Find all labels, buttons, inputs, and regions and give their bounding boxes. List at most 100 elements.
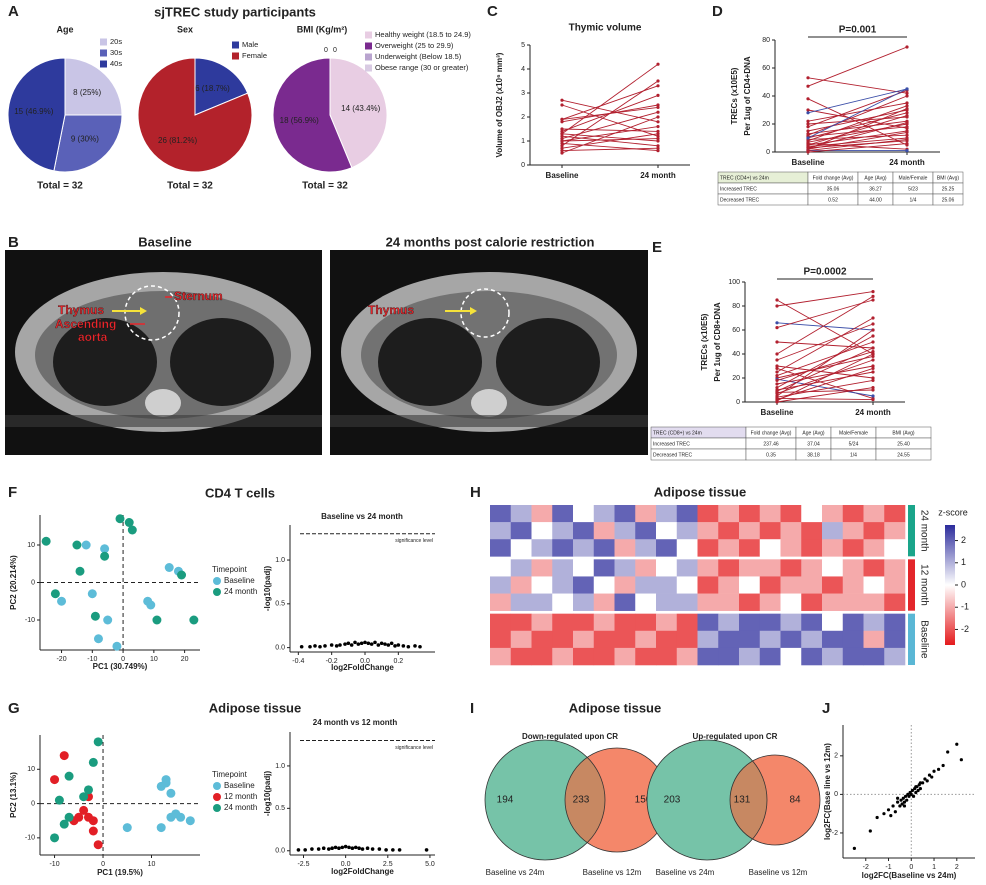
point (343, 844, 348, 849)
table-text: 0.52 (828, 197, 838, 203)
heatmap-cell (822, 613, 844, 632)
heatmap-cell (822, 630, 844, 649)
subject-point (560, 103, 564, 107)
point (323, 644, 327, 648)
point (365, 846, 370, 851)
subject-point (775, 386, 779, 390)
set-label: Baseline vs 12m (583, 868, 642, 877)
y-axis-label: Per 1ug of CD8+DNA (713, 302, 722, 382)
subject-point (775, 370, 779, 374)
point (930, 775, 934, 779)
table-text: 44.00 (869, 197, 882, 203)
heatmap-cell (842, 522, 864, 540)
heatmap-cell (531, 559, 553, 577)
point (93, 840, 103, 850)
anatomy-label: Thymus (58, 303, 104, 317)
heatmap-cell (801, 647, 823, 666)
point (54, 795, 64, 805)
point (918, 781, 922, 785)
x-tick-label: 0.2 (393, 658, 403, 665)
subject-point (656, 125, 660, 129)
point (90, 611, 100, 621)
point (396, 643, 401, 647)
legend-label: Baseline (224, 781, 255, 790)
point (164, 563, 174, 572)
subject-point (775, 378, 779, 382)
heatmap-cell (593, 522, 615, 540)
subject-line (561, 147, 659, 152)
slice-label: 9 (30%) (71, 134, 99, 143)
point (882, 812, 886, 816)
heatmap-cell (676, 630, 698, 649)
subject-point (775, 382, 779, 386)
point (112, 641, 122, 651)
heatmap-cell (635, 647, 657, 666)
subject-point (905, 104, 909, 108)
point (366, 641, 371, 646)
heatmap-cell (656, 576, 678, 594)
point (161, 775, 171, 785)
heatmap-cell (801, 559, 823, 577)
subject-point (905, 121, 909, 125)
subject-line (807, 143, 908, 153)
heatmap-cell (884, 522, 906, 540)
heatmap-cell (573, 505, 595, 523)
x-tick-label: -0.2 (326, 658, 338, 665)
heatmap-cell (531, 613, 553, 632)
point (369, 642, 374, 646)
panel-letter: H (470, 484, 481, 501)
heatmap-cell (739, 647, 761, 666)
x-tick-label: 0 (101, 861, 105, 868)
subject-point (871, 328, 875, 332)
heatmap-cell (656, 539, 678, 557)
pie-title: Sex (177, 24, 193, 34)
heatmap-cell (656, 630, 678, 649)
panel-letter: A (8, 3, 19, 20)
subject-point (560, 129, 564, 133)
point (959, 758, 963, 762)
heatmap-cell (656, 613, 678, 632)
table-text: 36.27 (869, 186, 882, 192)
heatmap-cell (593, 576, 615, 594)
group-label: 12 month (918, 564, 929, 606)
point (389, 641, 394, 646)
point (370, 847, 375, 851)
legend-label: Baseline (224, 576, 255, 585)
x-tick-label: 0 (121, 656, 125, 663)
subject-point (656, 139, 660, 143)
heatmap-cell (884, 505, 906, 523)
point (927, 773, 932, 777)
point (59, 751, 69, 761)
table-text: 1/4 (850, 452, 857, 458)
legend-label: Healthy weight (18.5 to 24.9) (375, 30, 471, 39)
point (156, 823, 166, 833)
subject-point (871, 370, 875, 374)
y-tick-label: 0 (31, 579, 35, 586)
point (340, 845, 345, 850)
x-tick-label: 20 (181, 656, 189, 663)
subject-point (775, 400, 779, 404)
subject-line (776, 347, 874, 392)
point (347, 845, 351, 850)
x-axis-label: log2FoldChange (331, 663, 394, 672)
point (353, 845, 358, 850)
subject-point (905, 94, 909, 98)
heatmap-cell (842, 505, 864, 523)
heatmap-cell (759, 613, 781, 632)
subject-line (807, 131, 908, 150)
point (424, 848, 429, 852)
x-tick-label: -10 (49, 861, 59, 868)
legend-label: 24 month (224, 803, 257, 812)
heatmap-cell (697, 539, 719, 557)
subject-point (775, 298, 779, 302)
heatmap-cell (822, 522, 844, 540)
heatmap-cell (863, 647, 885, 666)
point (900, 802, 904, 806)
subject-point (775, 326, 779, 330)
subject-line (776, 353, 874, 402)
subject-line (807, 109, 908, 129)
subject-point (656, 134, 660, 138)
heatmap-cell (635, 593, 657, 611)
heatmap-cell (573, 576, 595, 594)
subject-point (656, 132, 660, 136)
